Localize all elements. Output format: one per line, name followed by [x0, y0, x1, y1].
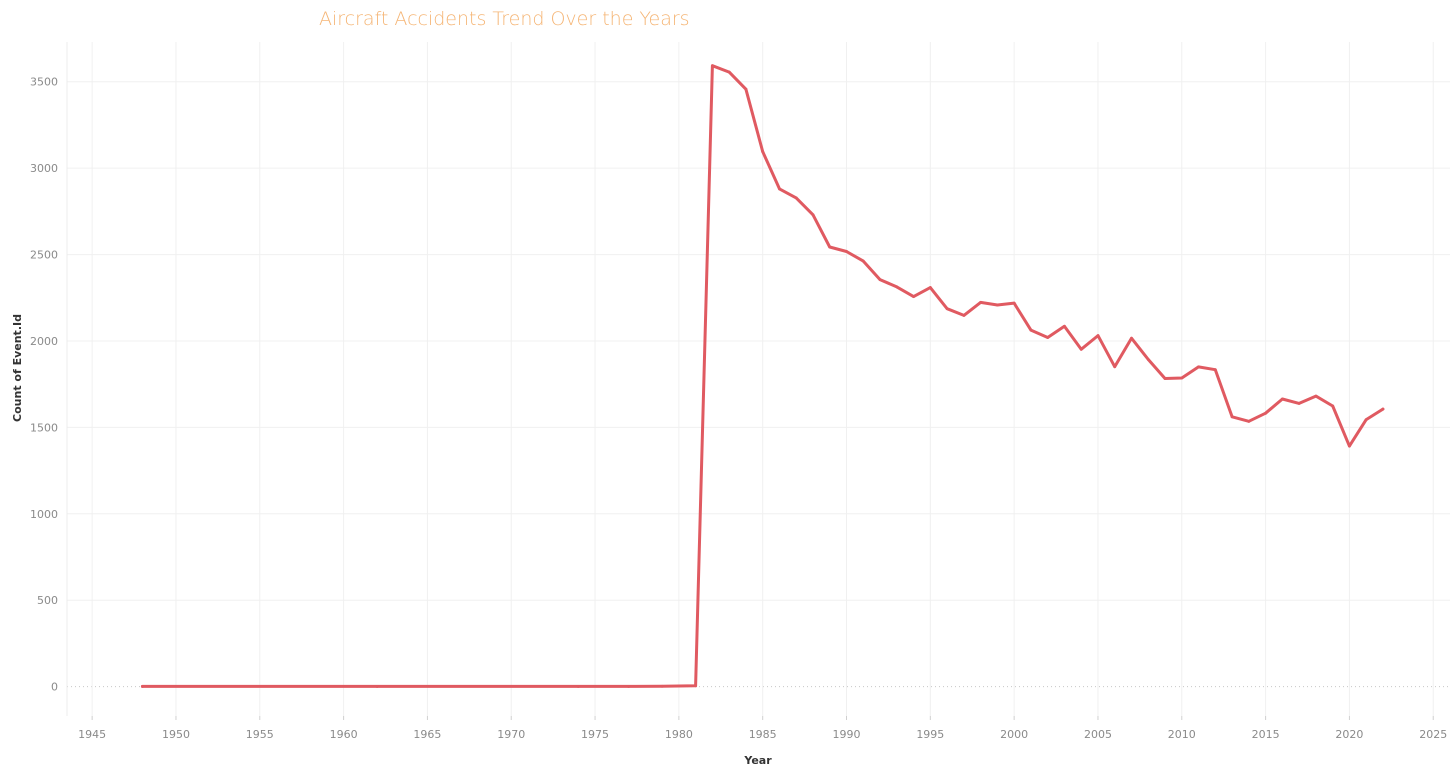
x-axis-title: Year	[743, 754, 772, 767]
x-tick-label: 1950	[162, 728, 190, 741]
data-point	[1264, 411, 1267, 415]
data-point	[1213, 368, 1217, 372]
x-tick-label: 1970	[497, 728, 525, 741]
y-tick-label: 2000	[30, 335, 58, 348]
x-tick-label: 2020	[1335, 728, 1363, 741]
data-point	[1180, 376, 1184, 380]
x-tick-label: 2025	[1419, 728, 1447, 741]
data-point	[1331, 404, 1335, 408]
data-point	[660, 684, 664, 688]
data-point	[711, 64, 714, 68]
y-tick-label: 0	[51, 681, 58, 694]
y-tick-label: 3500	[30, 76, 58, 89]
data-point	[778, 187, 781, 191]
y-tick-label: 1500	[30, 421, 58, 434]
data-point	[576, 685, 580, 688]
data-point	[1096, 334, 1100, 338]
data-point	[1079, 347, 1083, 351]
data-point	[995, 303, 999, 307]
x-tick-label: 1965	[413, 728, 441, 741]
data-point	[1314, 394, 1318, 398]
data-point	[1348, 444, 1351, 448]
data-point	[1280, 397, 1284, 401]
y-tick-label: 3000	[30, 162, 58, 175]
x-tick-label: 1985	[749, 728, 777, 741]
x-tick-label: 1975	[581, 728, 609, 741]
x-tick-label: 1995	[916, 728, 944, 741]
y-axis-ticks: 0 500 1000 1500 2000 2500 3000 3500	[30, 76, 58, 694]
gridlines	[66, 42, 1450, 716]
x-tick-label: 1990	[833, 728, 861, 741]
data-point	[1130, 336, 1133, 340]
data-point	[1063, 324, 1066, 328]
y-tick-label: 500	[37, 594, 58, 607]
data-point	[141, 685, 144, 688]
data-point	[761, 150, 765, 153]
data-point	[1012, 301, 1016, 305]
data-point	[1381, 407, 1385, 411]
data-point	[1247, 419, 1251, 423]
data-point	[928, 286, 932, 289]
y-tick-label: 2500	[30, 249, 58, 262]
data-point	[962, 314, 966, 317]
data-point	[1113, 365, 1117, 369]
data-point	[1163, 377, 1167, 380]
series-layer	[140, 64, 1385, 688]
data-point	[627, 685, 630, 688]
data-point	[1364, 418, 1368, 422]
x-tick-label: 2005	[1084, 728, 1112, 741]
data-point	[945, 307, 949, 311]
data-point	[912, 295, 915, 298]
x-tick-label: 1955	[246, 728, 274, 741]
data-point	[1230, 415, 1234, 419]
data-point	[895, 285, 899, 289]
data-point	[744, 87, 748, 91]
data-point	[861, 259, 865, 263]
y-axis-title: Count of Event.Id	[11, 314, 24, 422]
data-point	[1046, 336, 1050, 339]
data-point	[375, 685, 379, 688]
data-point	[727, 70, 731, 74]
data-point	[1146, 358, 1150, 361]
x-tick-label: 1960	[330, 728, 358, 741]
data-point	[1197, 365, 1200, 369]
x-tick-label: 2015	[1252, 728, 1280, 741]
chart-title: Aircraft Accidents Trend Over the Years	[319, 8, 690, 30]
data-point	[694, 684, 698, 688]
data-point	[811, 213, 815, 217]
data-point	[794, 196, 798, 200]
x-tick-label: 1980	[665, 728, 693, 741]
data-point	[979, 301, 983, 304]
data-point	[878, 278, 882, 282]
x-tick-label: 1945	[78, 728, 106, 741]
data-point	[1029, 328, 1033, 332]
x-axis-ticks: 1945 1950 1955 1960 1965 1970 1975 1980 1985 1990…	[78, 716, 1447, 741]
data-point	[828, 245, 832, 249]
y-tick-label: 1000	[30, 508, 58, 521]
x-tick-label: 2000	[1000, 728, 1028, 741]
data-point	[845, 250, 848, 253]
x-tick-label: 2010	[1168, 728, 1196, 741]
data-point	[1297, 401, 1301, 405]
